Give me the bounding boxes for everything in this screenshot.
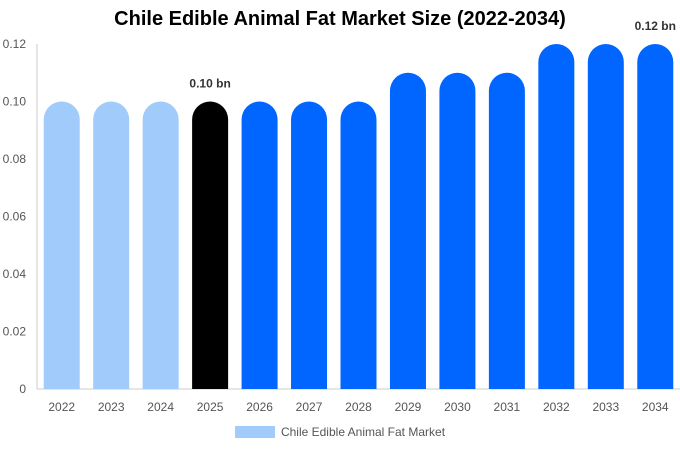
y-tick-label: 0	[19, 382, 26, 396]
bar-2023	[93, 101, 130, 389]
bar-2028	[340, 101, 377, 389]
bar-2033	[587, 44, 624, 389]
bar-chart: 0 0.02 0.04 0.06 0.08 0.10 0.12 2022 2023 2024 202…	[3, 19, 680, 414]
bar-2027	[291, 101, 328, 389]
x-tick-label: 2027	[296, 400, 323, 414]
y-tick-label: 0.02	[3, 325, 27, 339]
bar-2030	[439, 72, 476, 389]
x-tick-label: 2030	[444, 400, 471, 414]
x-tick-label: 2033	[592, 400, 619, 414]
x-tick-label: 2031	[494, 400, 521, 414]
legend-swatch	[234, 426, 275, 438]
data-label-2034: 0.12 bn	[635, 19, 676, 33]
x-tick-label: 2029	[395, 400, 422, 414]
x-tick-label: 2034	[642, 400, 669, 414]
x-tick-label: 2026	[246, 400, 273, 414]
bar-2032	[538, 44, 575, 389]
legend-label: Chile Edible Animal Fat Market	[280, 425, 446, 439]
bar-2024	[142, 101, 179, 389]
y-tick-label: 0.10	[3, 95, 27, 109]
x-tick-label: 2032	[543, 400, 570, 414]
x-tick-label: 2028	[345, 400, 372, 414]
y-tick-label: 0.12	[3, 37, 27, 51]
bar-2029	[389, 72, 426, 389]
x-tick-label: 2022	[48, 400, 75, 414]
y-tick-label: 0.06	[3, 210, 27, 224]
bar-2031	[488, 72, 525, 389]
x-tick-label: 2025	[197, 400, 224, 414]
x-tick-label: 2024	[147, 400, 174, 414]
y-tick-label: 0.04	[3, 267, 27, 281]
bar-2026	[241, 101, 278, 389]
legend: Chile Edible Animal Fat Market	[0, 425, 680, 439]
bar-2022	[43, 101, 80, 389]
bar-2025	[192, 101, 229, 389]
bar-2034	[637, 44, 674, 389]
y-tick-label: 0.08	[3, 152, 27, 166]
chart-title: Chile Edible Animal Fat Market Size (202…	[114, 8, 566, 30]
x-tick-label: 2023	[98, 400, 125, 414]
data-label-2025: 0.10 bn	[189, 77, 230, 91]
